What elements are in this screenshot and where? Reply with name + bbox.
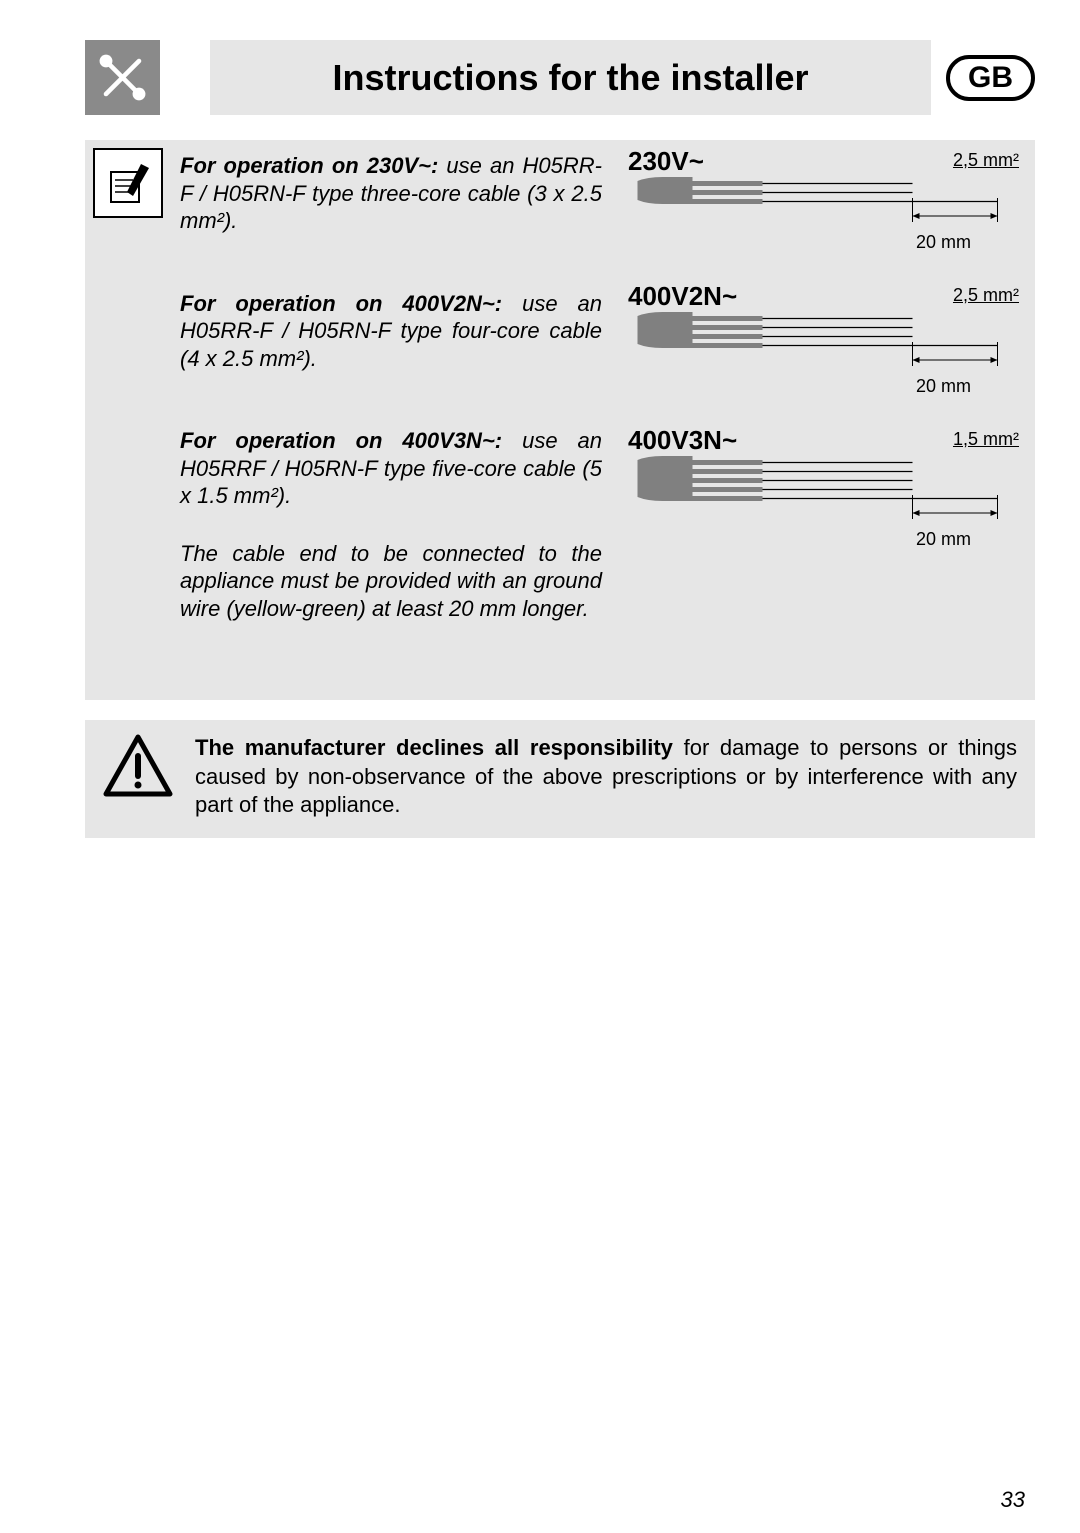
cable-svg — [628, 177, 1027, 234]
page-number: 33 — [1001, 1487, 1025, 1513]
instr-ground-note: The cable end to be connected to the app… — [180, 540, 602, 623]
cable-svg — [628, 312, 1027, 378]
voltage-label: 400V2N~ — [628, 281, 737, 312]
instructions-panel: For operation on 230V~: use an H05RR-F /… — [85, 140, 1035, 700]
warning-text: The manufacturer declines all responsibi… — [195, 734, 1017, 820]
diagrams-column: 230V~2,5 mm² 20 mm400V2N~2,5 mm² 20 mm40… — [610, 140, 1035, 700]
instr-400v2n: For operation on 400V2N~: use an H05RR-F… — [180, 290, 602, 373]
header-bar: Instructions for the installer GB — [85, 40, 1035, 115]
length-label: 20 mm — [916, 376, 971, 397]
warning-bold: The manufacturer declines all responsibi… — [195, 735, 673, 760]
cable-diagram: 230V~ 2,5 mm² 20 mm — [628, 146, 1027, 253]
cross-section-label: 1,5 mm² — [953, 425, 1019, 450]
voltage-label: 400V3N~ — [628, 425, 737, 456]
length-label: 20 mm — [916, 232, 971, 253]
instr-400v3n-bold: For operation on 400V3N~: — [180, 428, 502, 453]
warning-icon — [103, 734, 173, 799]
cross-section-label: 2,5 mm² — [953, 281, 1019, 306]
language-badge: GB — [946, 55, 1035, 101]
cable-svg — [628, 456, 1027, 531]
warning-panel: The manufacturer declines all responsibi… — [85, 720, 1035, 838]
tools-icon — [95, 50, 150, 105]
cross-section-label: 2,5 mm² — [953, 146, 1019, 171]
cable-diagram: 400V2N~ 2,5 mm² 20 mm — [628, 281, 1027, 397]
instr-400v3n: For operation on 400V3N~: use an H05RRF … — [180, 427, 602, 510]
voltage-label: 230V~ — [628, 146, 704, 177]
note-icon — [93, 148, 163, 218]
note-icon-column — [85, 140, 180, 700]
tools-icon-box — [85, 40, 160, 115]
instr-400v2n-bold: For operation on 400V2N~: — [180, 291, 502, 316]
instruction-text-column: For operation on 230V~: use an H05RR-F /… — [180, 140, 610, 700]
instr-230v-bold: For operation on 230V~: — [180, 153, 438, 178]
page-title: Instructions for the installer — [210, 40, 931, 115]
instr-230v: For operation on 230V~: use an H05RR-F /… — [180, 152, 602, 235]
cable-diagram: 400V3N~ 1,5 mm² 20 mm — [628, 425, 1027, 550]
length-label: 20 mm — [916, 529, 971, 550]
